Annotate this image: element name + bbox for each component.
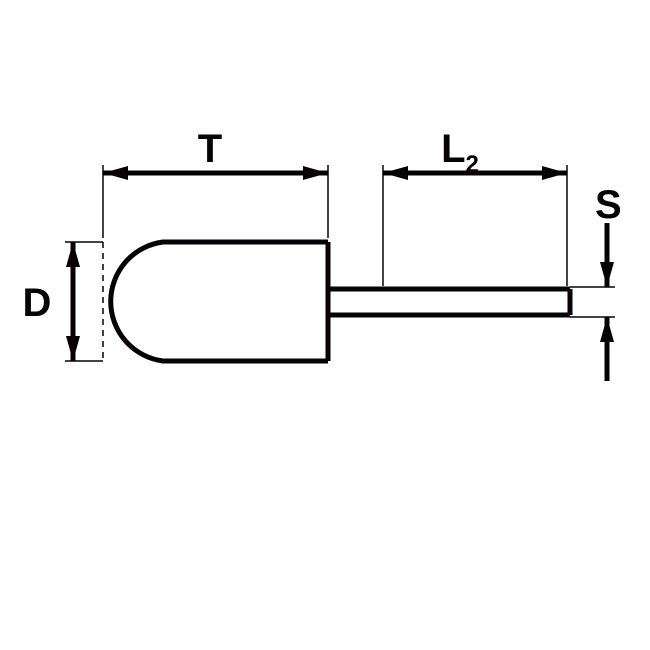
dim-label-T: T xyxy=(198,127,222,171)
dim-label-D: D xyxy=(23,281,52,325)
dim-label-S: S xyxy=(595,183,622,227)
dim-label-L2: L2 xyxy=(441,127,479,178)
